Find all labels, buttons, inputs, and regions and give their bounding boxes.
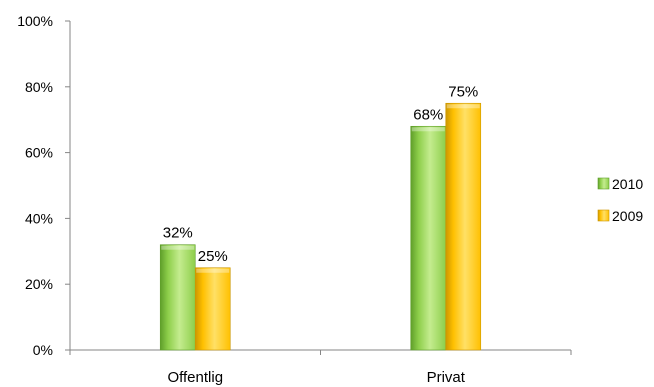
y-tick-label: 20%: [25, 276, 53, 292]
data-label: 75%: [448, 83, 478, 100]
bar-highlight: [161, 245, 195, 250]
data-label: 68%: [413, 106, 443, 123]
legend-label: 2009: [612, 208, 643, 224]
bar-highlight: [411, 127, 445, 132]
y-tick-label: 100%: [17, 13, 53, 29]
bar-2010-privat: [410, 125, 447, 351]
category-label: Privat: [427, 369, 466, 386]
chart-axes: 0% 20% 40% 60% 80% 100%: [17, 13, 572, 358]
legend-swatch-2010: [597, 177, 610, 190]
y-tick-label: 60%: [25, 145, 53, 161]
y-tick-label: 40%: [25, 210, 53, 226]
bar-highlight: [446, 104, 480, 109]
chart-bars: [159, 102, 482, 351]
bar-2010-offentlig: [159, 244, 196, 351]
legend-label: 2010: [612, 176, 643, 192]
chart-legend: 2010 2009: [597, 176, 643, 224]
category-label: Offentlig: [167, 369, 223, 386]
y-tick-label: 80%: [25, 79, 53, 95]
chart-labels: 32% 25% Offentlig 68% 75% Privat: [163, 83, 479, 386]
data-label: 32%: [163, 225, 193, 242]
bar-2009-offentlig: [194, 267, 231, 351]
bar-2009-privat: [445, 102, 482, 351]
legend-swatch-2009: [597, 209, 610, 222]
data-label: 25%: [198, 248, 228, 265]
y-tick-label: 0%: [33, 342, 53, 358]
bar-highlight: [196, 268, 230, 273]
